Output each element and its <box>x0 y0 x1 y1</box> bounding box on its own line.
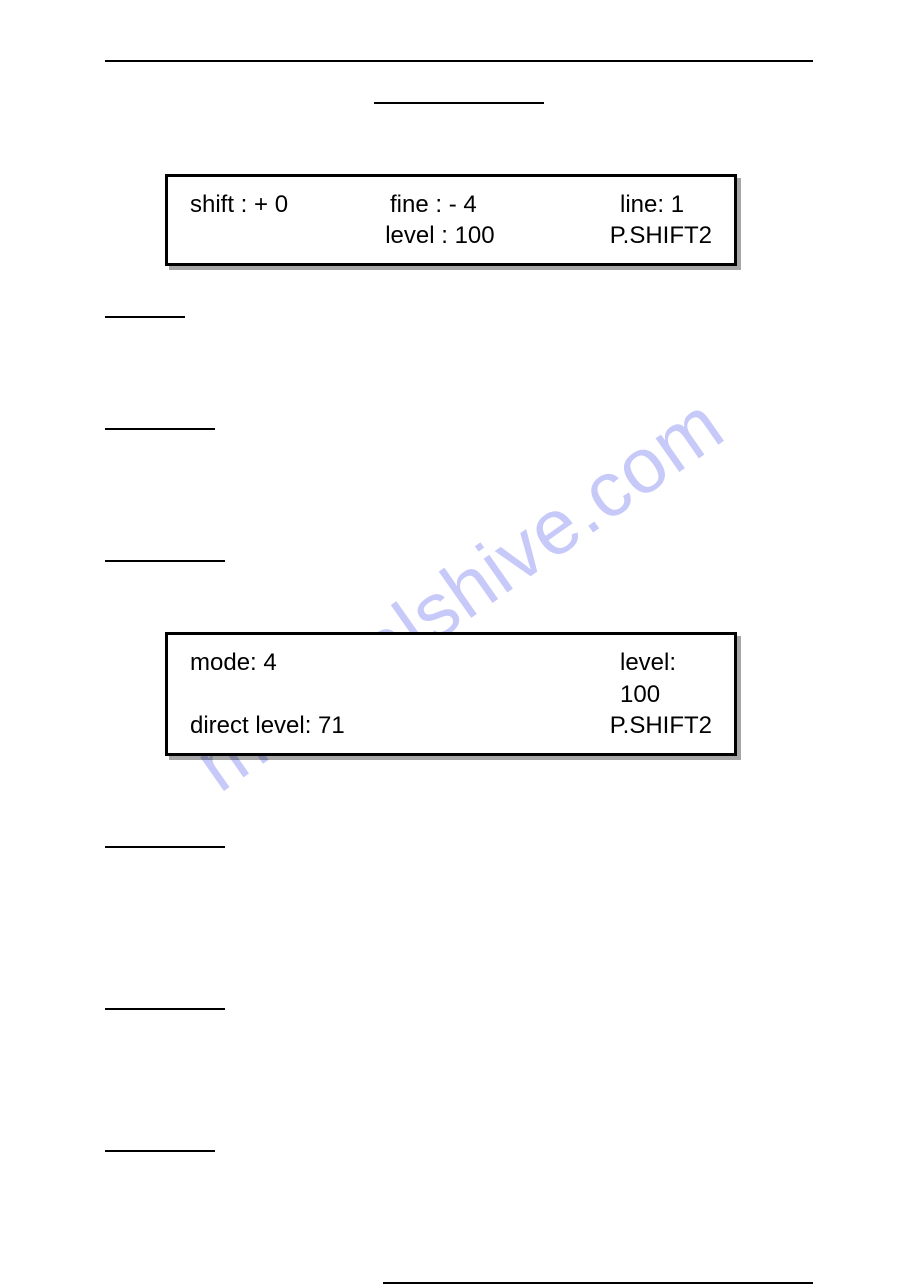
spacer <box>105 1020 813 1150</box>
lcd2-row2: direct level: 71 P.SHIFT2 <box>190 710 712 741</box>
lcd2-blank2 <box>444 710 610 741</box>
lcd1-row2: level : 100 P.SHIFT2 <box>190 220 712 251</box>
spacer <box>105 572 813 632</box>
short-rule-1a <box>105 316 185 318</box>
lcd2-level: level: 100 <box>620 647 712 709</box>
short-rule-1c <box>105 560 225 562</box>
spacer <box>105 328 813 428</box>
lcd1-shift: shift : + 0 <box>190 189 390 220</box>
center-short-rule <box>374 102 544 104</box>
lcd1-row1: shift : + 0 fine : - 4 line: 1 <box>190 189 712 220</box>
lcd1-name: P.SHIFT2 <box>610 220 712 251</box>
short-rule-2a <box>105 846 225 848</box>
lcd1-level: level : 100 <box>385 220 610 251</box>
short-rule-2b <box>105 1008 225 1010</box>
short-rule-1b <box>105 428 215 430</box>
spacer <box>105 440 813 560</box>
lcd1-line: line: 1 <box>620 189 712 220</box>
page-content: shift : + 0 fine : - 4 line: 1 level : 1… <box>105 60 813 1284</box>
lcd2-blank1 <box>390 647 620 709</box>
top-rule <box>105 60 813 62</box>
lcd2-mode: mode: 4 <box>190 647 390 709</box>
lcd2-name: P.SHIFT2 <box>610 710 712 741</box>
lcd-display-2: mode: 4 level: 100 direct level: 71 P.SH… <box>165 632 737 756</box>
lcd2-direct: direct level: 71 <box>190 710 444 741</box>
spacer <box>105 266 813 316</box>
spacer <box>105 858 813 1008</box>
spacer <box>105 1162 813 1282</box>
lcd1-fine: fine : - 4 <box>390 189 620 220</box>
spacer <box>105 756 813 846</box>
lcd1-blank <box>190 220 385 251</box>
lcd-display-1: shift : + 0 fine : - 4 line: 1 level : 1… <box>165 174 737 266</box>
lcd2-row1: mode: 4 level: 100 <box>190 647 712 709</box>
short-rule-2c <box>105 1150 215 1152</box>
